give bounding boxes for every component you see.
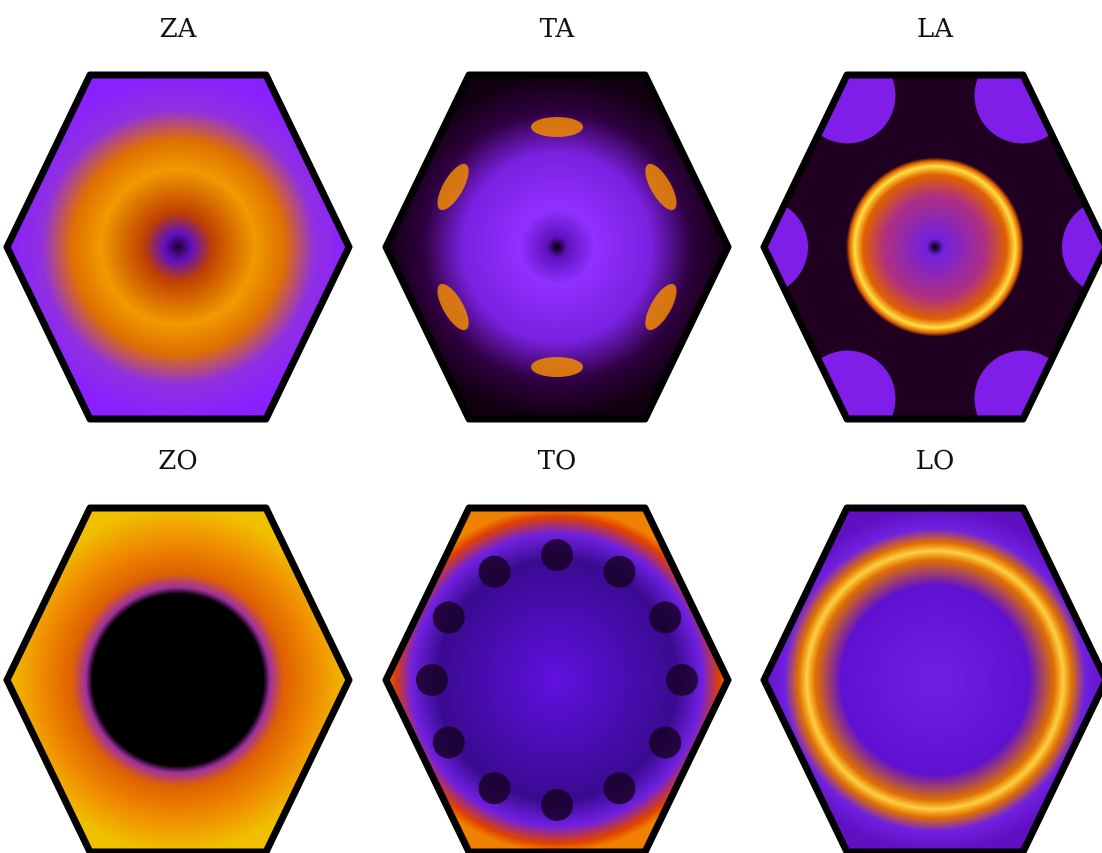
dark-spot — [432, 726, 465, 759]
hotspot — [645, 283, 677, 331]
panel-title: LO — [916, 446, 955, 476]
panel-title: TA — [540, 14, 576, 44]
hexagon-border — [760, 71, 1102, 423]
hexagon-border — [382, 71, 732, 423]
heatmap — [7, 508, 349, 852]
panel: LO — [760, 446, 1102, 853]
hotspot — [437, 283, 469, 331]
blob — [974, 75, 1071, 144]
dark-spot — [478, 555, 511, 588]
blob — [799, 75, 896, 144]
features — [416, 539, 698, 821]
panel: TA — [382, 14, 732, 423]
panel: ZA — [3, 14, 353, 423]
panel: ZO — [3, 446, 353, 853]
hexagon-border — [382, 504, 732, 853]
dark-spot — [603, 555, 636, 588]
heatmap — [764, 75, 1102, 419]
dark-spot — [649, 601, 682, 634]
dark-spot — [416, 664, 448, 696]
blob — [799, 350, 896, 419]
panel: LA — [760, 14, 1102, 423]
heatmap — [7, 75, 349, 419]
dark-spot — [432, 601, 465, 634]
dark-spot — [666, 664, 698, 696]
dark-spot — [541, 789, 573, 821]
dark-spot — [541, 539, 573, 571]
panel-title: LA — [917, 14, 954, 44]
panel-title: ZO — [158, 446, 197, 476]
dark-spot — [478, 772, 511, 805]
panel: TO — [382, 446, 732, 853]
blob — [764, 199, 808, 295]
hexagon-border — [760, 504, 1102, 853]
panel-title: TO — [538, 446, 577, 476]
dark-spot — [649, 726, 682, 759]
blob — [1062, 199, 1102, 295]
dark-spot — [603, 772, 636, 805]
hotspot — [531, 357, 583, 377]
hotspot — [645, 163, 677, 211]
features — [437, 117, 677, 377]
heatmap — [386, 508, 728, 852]
heatmap — [764, 508, 1102, 852]
hexagon-border — [3, 71, 353, 423]
heatmap — [386, 75, 728, 419]
panel-title: ZA — [160, 14, 198, 44]
blob — [974, 350, 1071, 419]
hotspot — [437, 163, 469, 211]
hexagon-border — [3, 504, 353, 853]
hotspot — [531, 117, 583, 137]
